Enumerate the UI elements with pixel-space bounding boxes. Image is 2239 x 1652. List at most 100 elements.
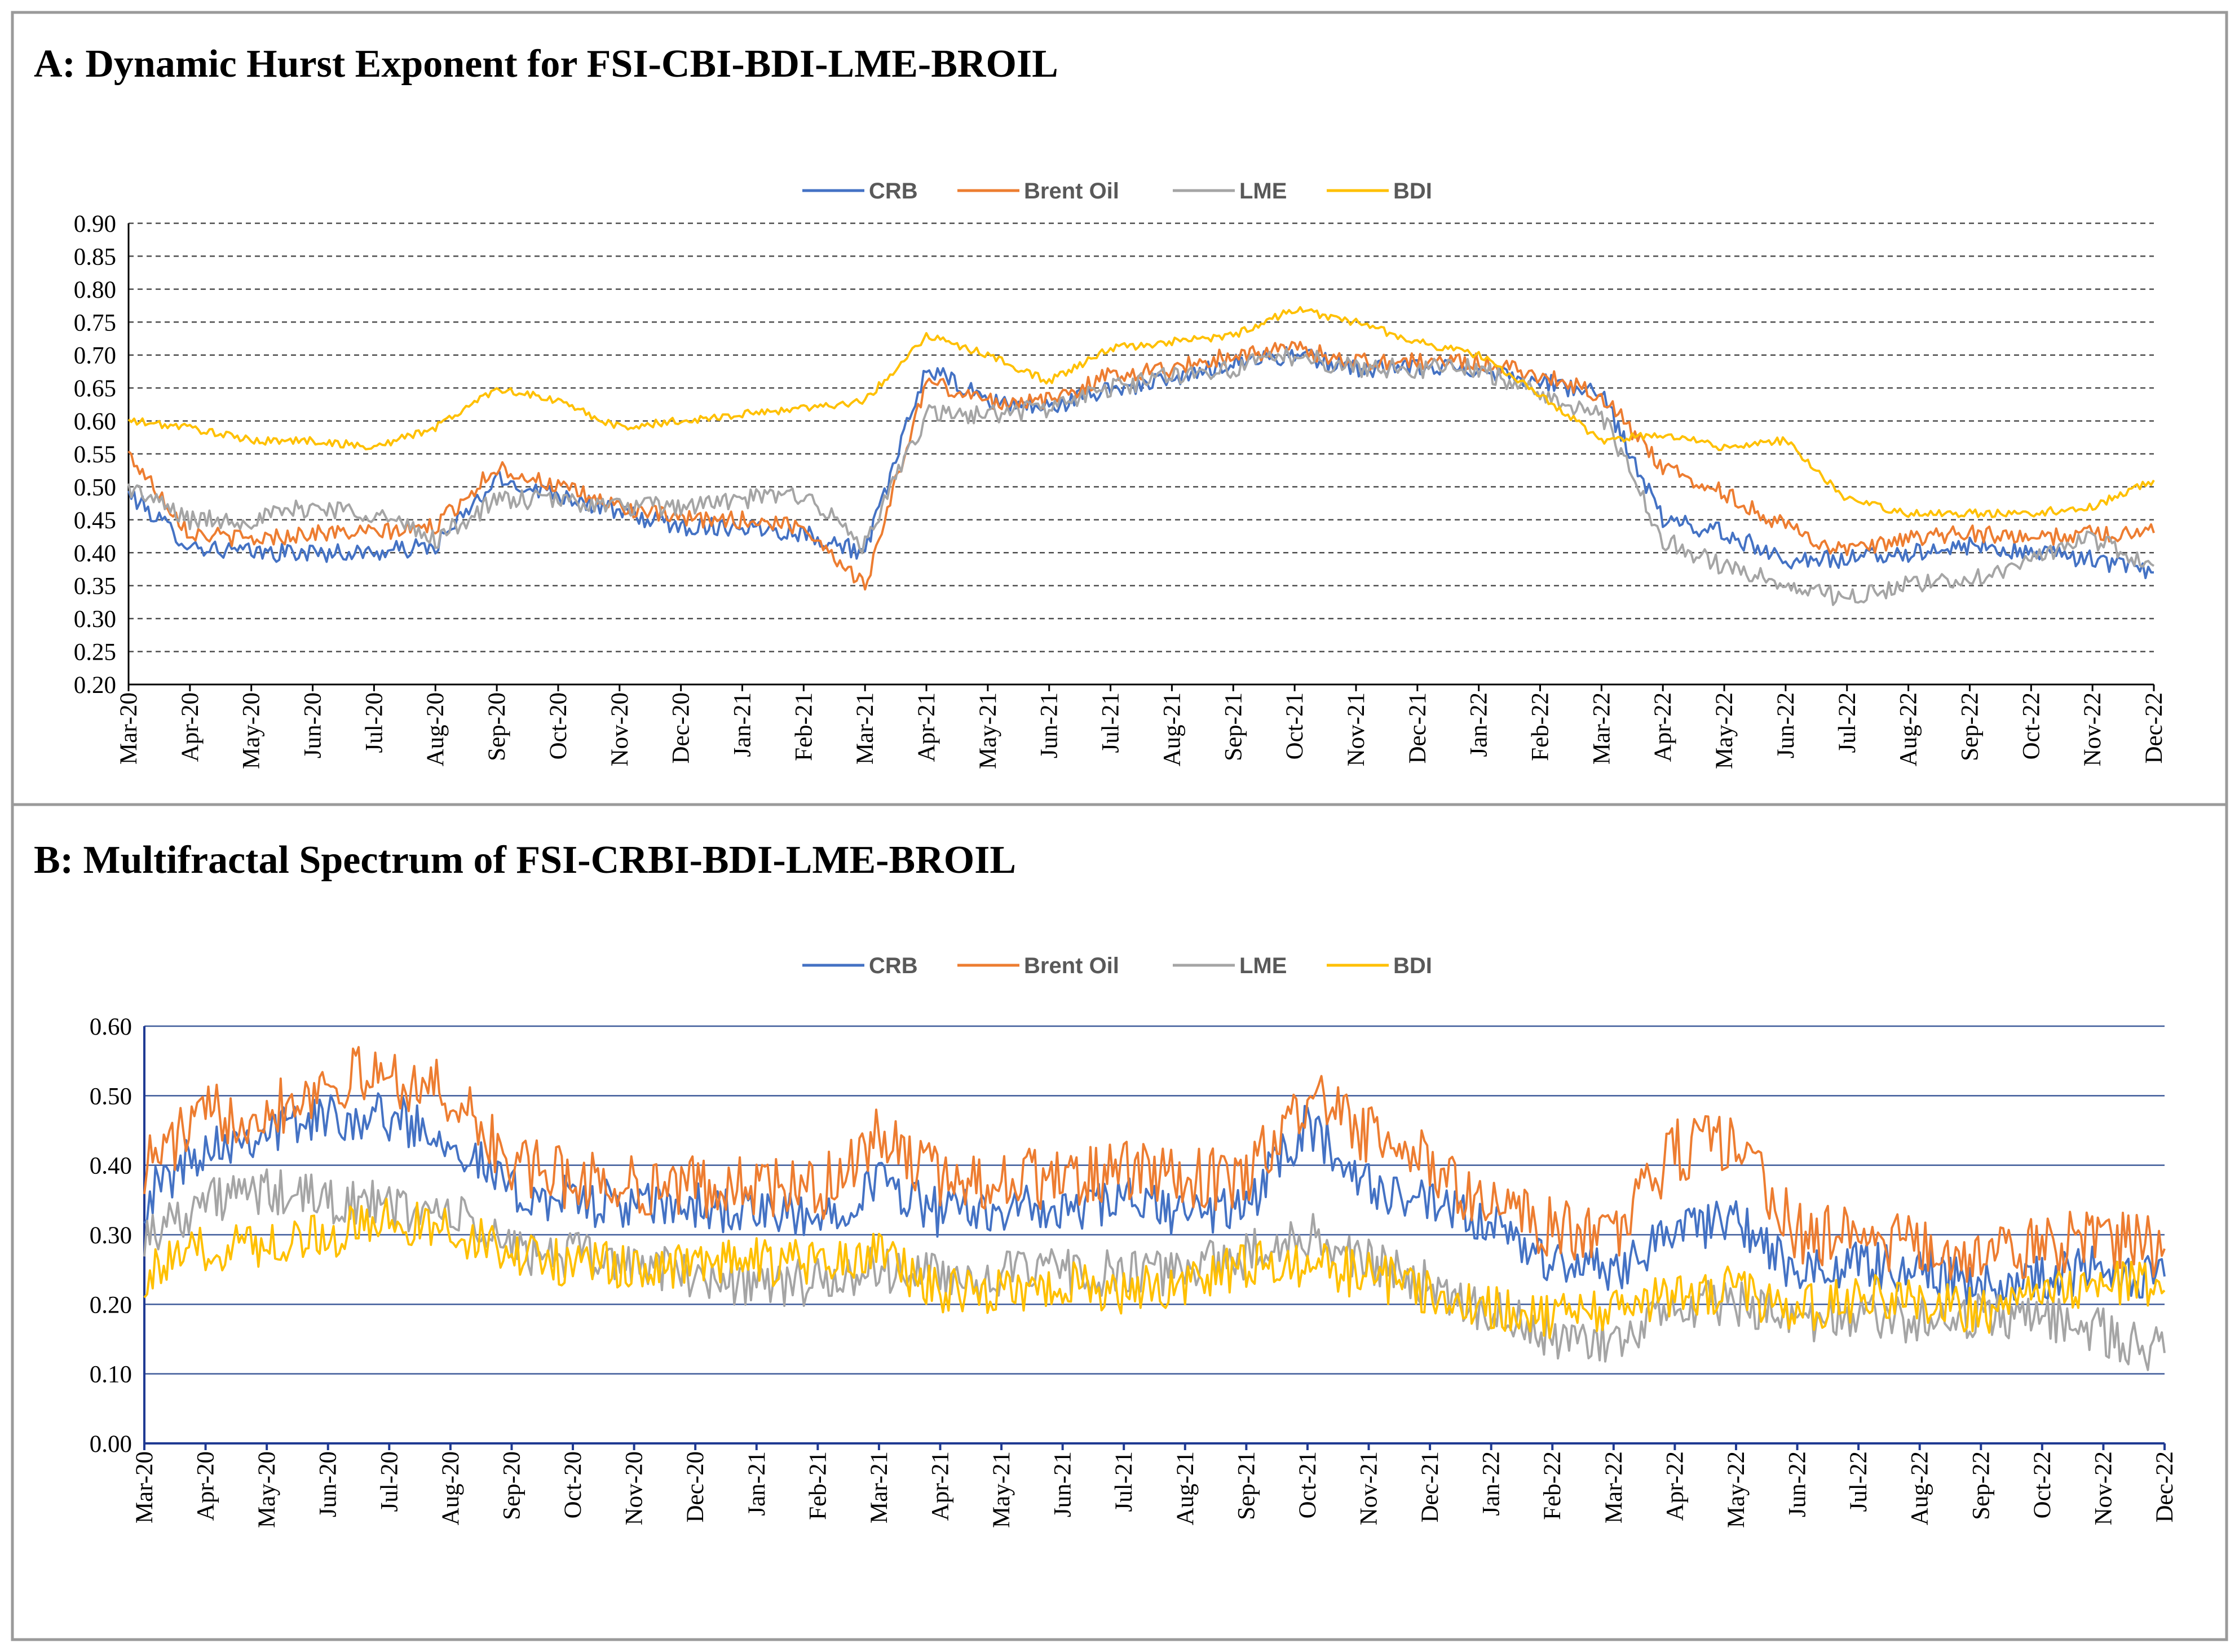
x-tick-label: Jan-22 bbox=[1466, 692, 1492, 757]
x-tick-label: Apr-20 bbox=[177, 692, 204, 762]
legend-label: CRB bbox=[869, 179, 918, 204]
x-tick-label: May-22 bbox=[1711, 692, 1738, 769]
legend-label: BDI bbox=[1393, 953, 1432, 978]
x-tick-label: Apr-21 bbox=[913, 692, 940, 762]
x-tick-label: Mar-20 bbox=[131, 1451, 158, 1523]
x-tick-label: May-22 bbox=[1723, 1451, 1750, 1528]
legend-label: Brent Oil bbox=[1024, 179, 1119, 204]
legend-label: CRB bbox=[869, 953, 918, 978]
x-tick-label: Jul-21 bbox=[1098, 692, 1124, 753]
x-tick-label: Feb-21 bbox=[805, 1451, 831, 1520]
y-tick-label: 0.35 bbox=[74, 573, 116, 600]
x-tick-label: Jan-21 bbox=[744, 1451, 770, 1516]
x-tick-label: Mar-22 bbox=[1588, 692, 1615, 765]
y-tick-label: 0.90 bbox=[74, 211, 116, 237]
x-tick-label: Apr-22 bbox=[1662, 1451, 1688, 1521]
x-tick-label: Apr-21 bbox=[927, 1451, 953, 1521]
x-tick-label: May-21 bbox=[988, 1451, 1015, 1528]
y-tick-label: 0.30 bbox=[90, 1222, 132, 1249]
y-tick-label: 0.40 bbox=[74, 540, 116, 567]
panel-a: 0.90 0.85 0.80 0.75 0.70 0.65 0.60 0.55 0.50 0.45… bbox=[74, 179, 2167, 769]
y-tick-label: 0.85 bbox=[74, 244, 116, 270]
x-tick-label: Jun-21 bbox=[1050, 1451, 1076, 1517]
y-tick-label: 0.70 bbox=[74, 343, 116, 369]
y-tick-label: 0.10 bbox=[90, 1362, 132, 1388]
legend-label: LME bbox=[1239, 953, 1287, 978]
x-tick-label: Oct-21 bbox=[1295, 1451, 1321, 1518]
x-tick-label: Oct-22 bbox=[2018, 692, 2044, 759]
legend-label: LME bbox=[1239, 179, 1287, 204]
x-tick-label: Jun-20 bbox=[315, 1451, 342, 1517]
x-tick-label: Oct-22 bbox=[2029, 1451, 2056, 1518]
x-tick-label: Mar-21 bbox=[866, 1451, 893, 1523]
x-tick-label: Jan-22 bbox=[1478, 1451, 1505, 1516]
series-line-bdi bbox=[143, 1198, 2166, 1339]
legend-label: Brent Oil bbox=[1024, 953, 1119, 978]
x-tick-label: May-20 bbox=[254, 1451, 280, 1528]
x-tick-label: Nov-20 bbox=[607, 692, 633, 766]
y-tick-label: 0.80 bbox=[74, 277, 116, 303]
series-line-lme bbox=[143, 1168, 2166, 1371]
x-tick-label: Dec-21 bbox=[1417, 1451, 1443, 1523]
y-tick-label: 0.50 bbox=[90, 1083, 132, 1110]
x-tick-label: May-21 bbox=[975, 692, 1001, 769]
x-tick-label: Jul-22 bbox=[1845, 1451, 1872, 1512]
y-tick-label: 0.75 bbox=[74, 310, 116, 336]
x-tick-label: Sep-20 bbox=[498, 1451, 525, 1520]
series-line-brent-oil bbox=[127, 341, 2155, 591]
x-tick-label: Feb-22 bbox=[1527, 692, 1554, 761]
y-tick-label: 0.65 bbox=[74, 376, 116, 402]
x-tick-label: Jul-22 bbox=[1834, 692, 1861, 753]
x-tick-label: Oct-21 bbox=[1282, 692, 1308, 759]
x-tick-label: Aug-21 bbox=[1172, 1451, 1199, 1525]
panel-a-title: A: Dynamic Hurst Exponent for FSI-CBI-BD… bbox=[34, 42, 1058, 86]
x-tick-label: Aug-22 bbox=[1907, 1451, 1933, 1525]
x-tick-label: Aug-20 bbox=[438, 1451, 464, 1525]
legend-label: BDI bbox=[1393, 179, 1432, 204]
y-tick-label: 0.20 bbox=[90, 1292, 132, 1318]
y-tick-label: 0.20 bbox=[74, 672, 116, 699]
x-tick-label: Jul-20 bbox=[361, 692, 387, 753]
y-tick-label: 0.60 bbox=[90, 1014, 132, 1040]
series-line-brent-oil bbox=[143, 1046, 2166, 1283]
x-tick-label: Mar-22 bbox=[1601, 1451, 1627, 1523]
x-tick-label: Oct-20 bbox=[545, 692, 572, 759]
x-tick-label: Aug-20 bbox=[422, 692, 449, 766]
series-line-lme bbox=[127, 347, 2155, 606]
x-tick-label: Jun-22 bbox=[1785, 1451, 1811, 1517]
x-tick-label: Jun-20 bbox=[300, 692, 326, 758]
y-tick-label: 0.40 bbox=[90, 1153, 132, 1180]
x-tick-label: Mar-20 bbox=[116, 692, 142, 765]
x-tick-label: Aug-22 bbox=[1896, 692, 1922, 766]
chart-svg: A: Dynamic Hurst Exponent for FSI-CBI-BD… bbox=[11, 11, 2228, 1641]
x-tick-label: Nov-21 bbox=[1356, 1451, 1383, 1525]
y-tick-label: 0.25 bbox=[74, 639, 116, 666]
y-tick-label: 0.50 bbox=[74, 474, 116, 501]
series-line-crb bbox=[127, 346, 2154, 580]
x-tick-label: Dec-20 bbox=[668, 692, 695, 764]
x-tick-label: Jun-21 bbox=[1036, 692, 1063, 758]
y-tick-label: 0.30 bbox=[74, 606, 116, 633]
x-tick-label: Dec-20 bbox=[682, 1451, 709, 1523]
series-line-bdi bbox=[127, 306, 2155, 518]
x-tick-label: Dec-22 bbox=[2152, 1451, 2178, 1523]
x-tick-label: Jul-21 bbox=[1111, 1451, 1137, 1512]
panel-b-title: B: Multifractal Spectrum of FSI-CRBI-BDI… bbox=[34, 838, 1016, 882]
y-tick-label: 0.55 bbox=[74, 441, 116, 468]
panel-b-border bbox=[11, 803, 2228, 1641]
x-tick-label: Sep-22 bbox=[1957, 692, 1983, 761]
x-tick-label: Dec-21 bbox=[1405, 692, 1431, 764]
x-tick-label: Feb-22 bbox=[1539, 1451, 1566, 1520]
x-tick-label: Nov-20 bbox=[621, 1451, 648, 1525]
figure: A: Dynamic Hurst Exponent for FSI-CBI-BD… bbox=[10, 10, 2229, 1642]
x-tick-label: Jul-20 bbox=[376, 1451, 403, 1512]
panel-a-border bbox=[11, 11, 2228, 806]
x-tick-label: Sep-22 bbox=[1968, 1451, 1994, 1520]
x-tick-label: Apr-20 bbox=[193, 1451, 219, 1521]
x-tick-label: Jun-22 bbox=[1773, 692, 1799, 758]
x-tick-label: Apr-22 bbox=[1650, 692, 1676, 762]
y-tick-label: 0.00 bbox=[90, 1431, 132, 1457]
x-tick-label: Jan-21 bbox=[729, 692, 756, 757]
x-tick-label: Nov-21 bbox=[1343, 692, 1370, 766]
